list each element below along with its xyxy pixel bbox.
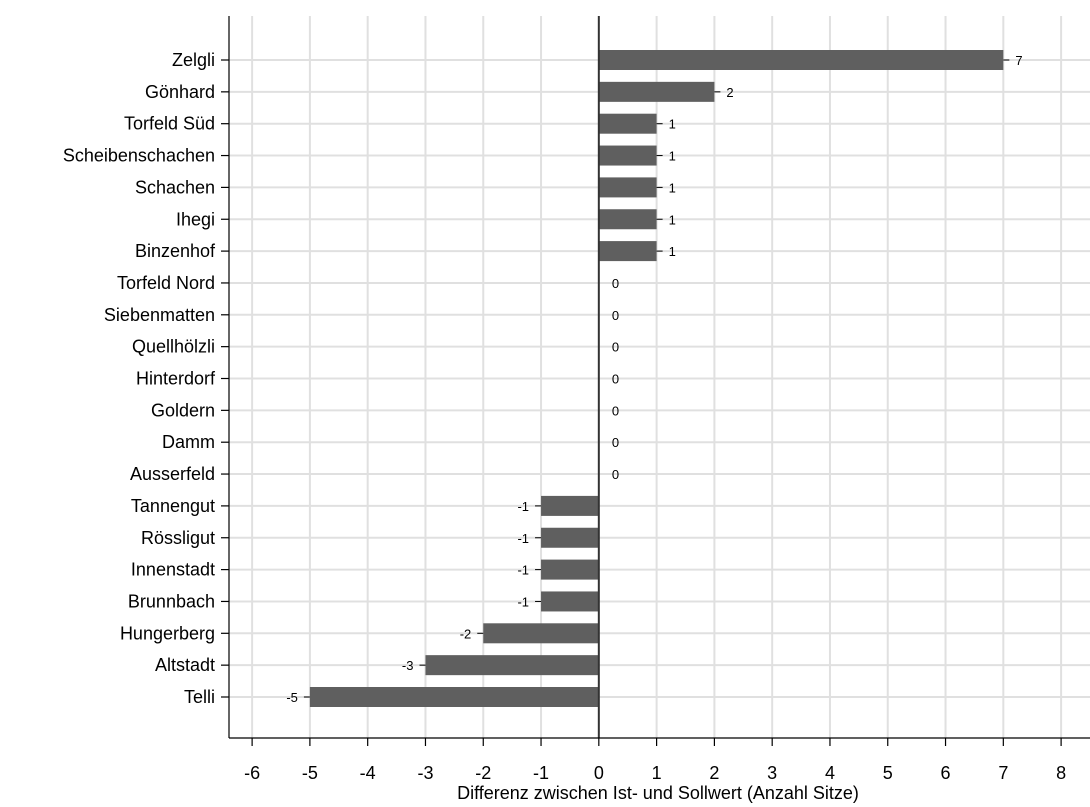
bar [425, 655, 599, 676]
x-axis-ticks: -6 -5 -4 -3 -2 -1 0 1 2 3 4 5 6 7 8 [244, 738, 1066, 783]
y-tick-label: Siebenmatten [104, 305, 215, 325]
bar [541, 591, 599, 612]
data-label: -1 [517, 563, 529, 578]
y-tick-label: Brunnbach [128, 591, 215, 611]
data-label: -2 [460, 626, 472, 641]
x-tick-label: 4 [825, 763, 835, 783]
data-label: 0 [612, 403, 619, 418]
y-tick-label: Telli [184, 687, 215, 707]
data-label: 1 [669, 117, 676, 132]
data-label: 0 [612, 467, 619, 482]
data-label: 0 [612, 340, 619, 355]
y-tick-label: Ihegi [176, 209, 215, 229]
data-label: 7 [1015, 53, 1022, 68]
bar [598, 81, 715, 102]
y-tick-label: Rössligut [141, 528, 215, 548]
x-tick-label: 2 [709, 763, 719, 783]
data-label: 2 [726, 85, 733, 100]
data-label: 0 [612, 372, 619, 387]
bars [309, 50, 1004, 707]
bar [598, 209, 657, 230]
y-tick-label: Altstadt [155, 655, 215, 675]
bar [309, 687, 599, 707]
y-tick-label: Innenstadt [131, 560, 215, 580]
x-tick-label: -5 [302, 763, 318, 783]
data-label: -5 [286, 690, 298, 705]
data-labels: 7 2 1 1 1 1 1 0 0 0 0 0 0 0 -1 -1 -1 -1 -2 -3 -5 [286, 53, 1022, 705]
x-tick-label: -4 [360, 763, 376, 783]
x-tick-label: 0 [594, 763, 604, 783]
data-label: -1 [517, 531, 529, 546]
y-tick-label: Goldern [151, 400, 215, 420]
x-tick-label: 5 [883, 763, 893, 783]
data-label: 1 [669, 212, 676, 227]
y-tick-label: Binzenhof [135, 241, 216, 261]
data-label: 1 [669, 244, 676, 259]
y-tick-label: Zelgli [172, 50, 215, 70]
data-label: 1 [669, 149, 676, 164]
x-tick-label: 6 [941, 763, 951, 783]
x-tick-label: -1 [533, 763, 549, 783]
x-tick-label: 7 [998, 763, 1008, 783]
grid-lines [229, 16, 1090, 738]
y-tick-label: Hinterdorf [136, 369, 216, 389]
y-tick-label: Schachen [135, 177, 215, 197]
x-axis-title: Differenz zwischen Ist- und Sollwert (An… [457, 783, 859, 803]
x-tick-label: -6 [244, 763, 260, 783]
x-tick-label: -2 [475, 763, 491, 783]
y-axis-ticks: Zelgli Gönhard Torfeld Süd Scheibenschachen… [63, 50, 229, 707]
data-label: 1 [669, 180, 676, 195]
x-tick-label: 8 [1056, 763, 1066, 783]
bar [598, 113, 657, 134]
bar [483, 623, 599, 644]
data-label: -3 [402, 658, 414, 673]
y-tick-label: Tannengut [131, 496, 215, 516]
y-tick-label: Scheibenschachen [63, 146, 215, 166]
bar [541, 495, 599, 516]
x-tick-label: 1 [652, 763, 662, 783]
x-tick-label: 3 [767, 763, 777, 783]
bar [598, 177, 657, 198]
bar [598, 50, 1004, 70]
bar [598, 145, 657, 166]
y-tick-label: Gönhard [145, 82, 215, 102]
data-label: -1 [517, 499, 529, 514]
data-label: 0 [612, 308, 619, 323]
data-label: 0 [612, 276, 619, 291]
bar [541, 527, 599, 548]
y-tick-label: Torfeld Nord [117, 273, 215, 293]
bar [598, 241, 657, 262]
y-tick-label: Ausserfeld [130, 464, 215, 484]
y-tick-label: Quellhölzli [132, 337, 215, 357]
data-label: 0 [612, 435, 619, 450]
data-label: -1 [517, 594, 529, 609]
axes [228, 16, 1090, 739]
y-tick-label: Hungerberg [120, 623, 215, 643]
y-tick-label: Torfeld Süd [124, 114, 215, 134]
x-tick-label: -3 [417, 763, 433, 783]
y-tick-label: Damm [162, 432, 215, 452]
bar [541, 559, 599, 580]
